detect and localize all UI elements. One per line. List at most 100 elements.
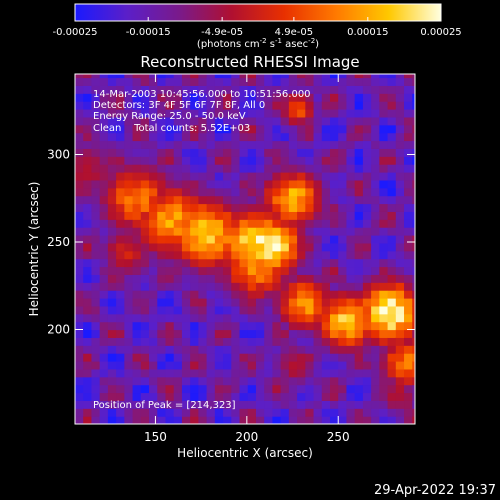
heatmap-pixel (354, 172, 364, 181)
heatmap-pixel (404, 235, 413, 244)
heatmap-pixel (338, 376, 348, 386)
heatmap-pixel (223, 266, 232, 275)
heatmap-pixel (173, 116, 183, 126)
heatmap-pixel (132, 179, 142, 189)
heatmap-pixel (116, 235, 125, 244)
heatmap-pixel (124, 384, 134, 394)
heatmap-pixel (206, 187, 216, 197)
heatmap-pixel (75, 274, 84, 283)
heatmap-pixel (116, 124, 125, 134)
heatmap-pixel (223, 329, 232, 338)
heatmap-pixel (272, 353, 282, 362)
heatmap-pixel (99, 211, 109, 220)
heatmap-pixel (280, 203, 290, 212)
y-axis-label: Heliocentric Y (arcsec) (27, 182, 41, 317)
heatmap-pixel (395, 156, 405, 165)
heatmap-pixel (280, 109, 290, 118)
heatmap-pixel (412, 258, 415, 268)
heatmap-pixel (305, 109, 315, 118)
heatmap-pixel (247, 392, 257, 401)
heatmap-pixel (313, 250, 323, 260)
heatmap-pixel (75, 140, 84, 149)
heatmap-pixel (313, 282, 323, 291)
heatmap-pixel (140, 116, 150, 126)
heatmap-pixel (75, 266, 84, 275)
heatmap-pixel (75, 85, 84, 94)
heatmap-pixel (272, 203, 282, 212)
heatmap-pixel (190, 392, 199, 401)
heatmap-pixel (149, 132, 158, 142)
heatmap-pixel (231, 74, 241, 79)
heatmap-pixel (412, 305, 415, 315)
heatmap-pixel (231, 274, 241, 283)
heatmap-pixel (272, 77, 282, 86)
heatmap-pixel (264, 74, 274, 79)
heatmap-pixel (75, 195, 84, 205)
heatmap-pixel (264, 140, 274, 149)
heatmap-pixel (239, 164, 249, 173)
heatmap-pixel (346, 329, 356, 338)
heatmap-pixel (132, 93, 142, 102)
heatmap-pixel (297, 109, 306, 118)
heatmap-pixel (91, 313, 101, 323)
heatmap-pixel (371, 384, 380, 394)
heatmap-pixel (149, 101, 158, 110)
heatmap-pixel (116, 376, 125, 386)
heatmap-pixel (206, 258, 216, 268)
heatmap-pixel (321, 345, 331, 354)
heatmap-pixel (239, 85, 249, 94)
heatmap-pixel (330, 124, 339, 134)
heatmap-pixel (206, 140, 216, 149)
heatmap-pixel (255, 140, 265, 149)
heatmap-pixel (75, 235, 84, 244)
heatmap-pixel (190, 361, 199, 370)
heatmap-pixel (223, 132, 232, 142)
heatmap-pixel (338, 187, 348, 197)
heatmap-pixel (288, 179, 298, 189)
heatmap-pixel (149, 313, 158, 323)
heatmap-pixel (107, 132, 117, 142)
heatmap-pixel (280, 408, 290, 417)
x-axis-ticks: 150 200 250 (144, 74, 350, 444)
heatmap-pixel (272, 187, 282, 197)
heatmap-pixel (313, 74, 323, 79)
heatmap-pixel (206, 74, 216, 79)
heatmap-pixel (354, 211, 364, 220)
heatmap-pixel (371, 148, 380, 157)
heatmap-pixel (132, 109, 142, 118)
heatmap-pixel (124, 109, 134, 118)
heatmap-pixel (395, 101, 405, 110)
heatmap-pixel (371, 132, 380, 142)
heatmap-pixel (255, 187, 265, 197)
heatmap-pixel (288, 345, 298, 354)
heatmap-pixel (132, 156, 142, 165)
heatmap-pixel (404, 384, 413, 394)
heatmap-pixel (107, 400, 117, 409)
heatmap-pixel (107, 211, 117, 220)
heatmap-pixel (140, 124, 150, 134)
heatmap-pixel (305, 329, 315, 338)
heatmap-pixel (247, 179, 257, 189)
heatmap-pixel (165, 164, 175, 173)
heatmap-pixel (198, 211, 208, 220)
heatmap-pixel (231, 298, 241, 307)
heatmap-pixel (214, 124, 224, 134)
heatmap-pixel (223, 227, 232, 236)
heatmap-pixel (404, 74, 413, 79)
heatmap-pixel (321, 408, 331, 417)
heatmap-pixel (288, 266, 298, 275)
heatmap-pixel (214, 140, 224, 149)
heatmap-pixel (371, 416, 380, 424)
heatmap-pixel (247, 361, 257, 370)
heatmap-pixel (206, 305, 216, 315)
heatmap-pixel (99, 93, 109, 102)
heatmap-pixel (91, 132, 101, 142)
heatmap-pixel (305, 116, 315, 126)
heatmap-pixel (223, 376, 232, 386)
heatmap-pixel (91, 376, 101, 386)
heatmap-pixel (149, 392, 158, 401)
heatmap-pixel (214, 266, 224, 275)
heatmap-pixel (288, 282, 298, 291)
heatmap-pixel (247, 416, 257, 424)
